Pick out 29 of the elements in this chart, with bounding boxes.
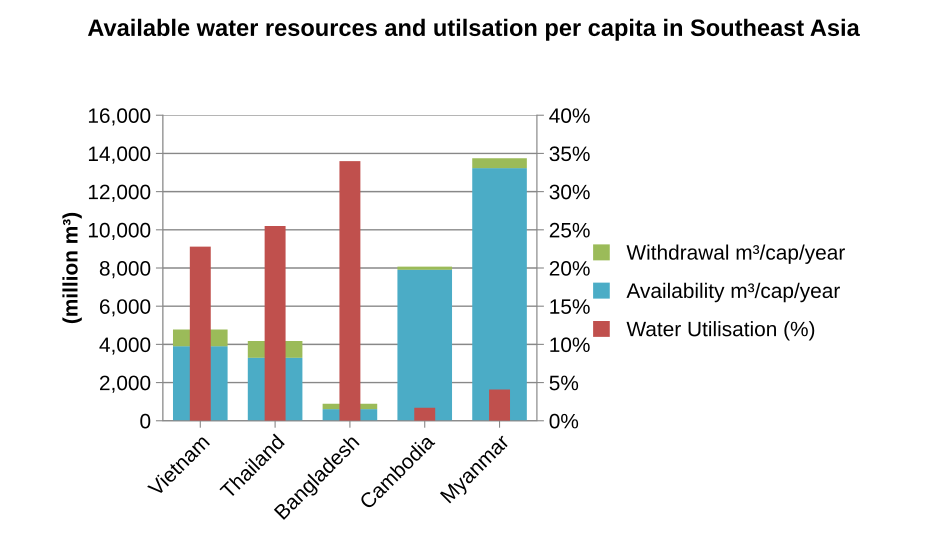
bar [414,408,436,421]
y-tick-label: 8,000 [100,261,150,278]
y-tick-label: 0 [140,414,150,429]
bar [397,266,452,270]
y2-tick-label: 30% [550,184,590,200]
legend-label: Availability m³/cap/year [626,282,840,302]
legend-label: Water Utilisation (%) [626,321,814,340]
y2-tick-label: 0% [550,414,578,429]
bar [472,158,527,168]
chart-title: Available water resources and utilsation per capita in Southeast Asia [88,18,860,41]
legend-label: Withdrawal m³/cap/year [626,244,845,264]
y-axis-title: (million m³) [62,212,82,324]
y-tick-label: 6,000 [100,299,150,316]
y2-tick-label: 15% [550,299,590,314]
bar [489,389,510,421]
y-tick-label: 12,000 [88,184,150,202]
y-tick-label: 4,000 [99,337,150,355]
bar [472,168,527,421]
y2-tick-label: 35% [550,146,590,162]
y2-tick-label: 20% [550,261,590,276]
y2-tick-label: 5% [550,376,578,390]
y2-tick-label: 40% [549,108,590,123]
y-tick-label: 2,000 [100,376,150,393]
y2-tick-label: 10% [550,337,590,352]
y-tick-label: 16,000 [88,108,150,126]
y-tick-label: 14,000 [88,146,150,164]
y-tick-label: 10,000 [88,222,150,240]
bar [397,270,452,421]
y2-tick-label: 25% [550,222,590,238]
